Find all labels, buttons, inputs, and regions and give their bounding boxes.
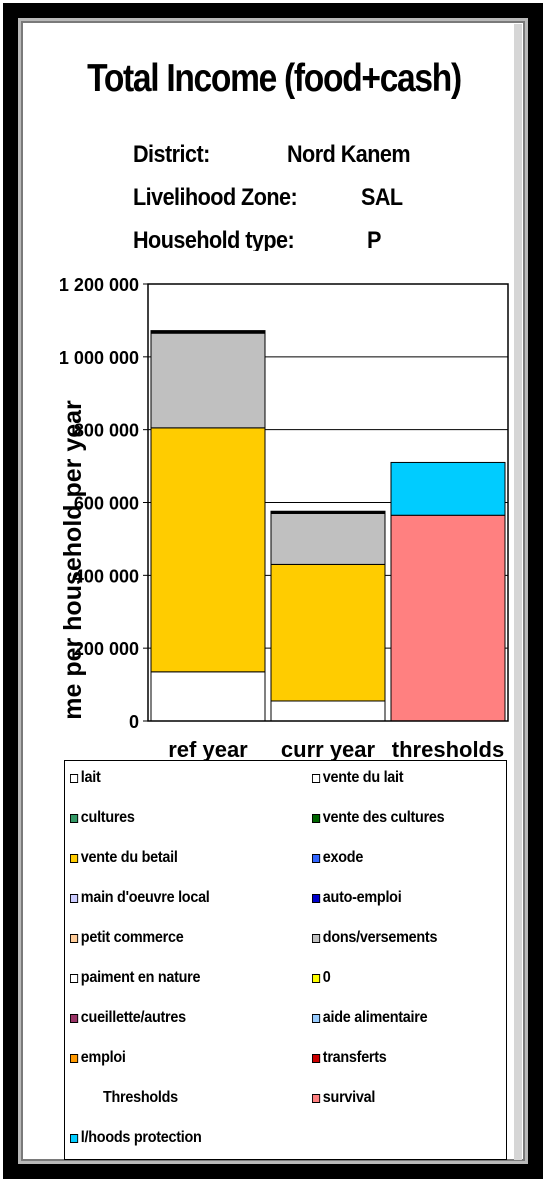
bar-segment (270, 700, 386, 722)
y-tick-label: 1 200 000 (59, 275, 139, 295)
legend-label: aide alimentaire (322, 1009, 428, 1026)
chart-legend: lait vente du lait cultures vente des cultu… (64, 760, 507, 1160)
legend-item: transferts (312, 1049, 387, 1067)
bar-segment (390, 461, 506, 516)
legend-label: 0 (322, 969, 331, 986)
plot-border (147, 283, 509, 722)
legend-swatch (312, 773, 321, 783)
chart-title: Total Income (food+cash) (87, 57, 462, 100)
legend-item: paiment en nature (70, 969, 201, 987)
legend-label: vente du lait (322, 769, 404, 786)
legend-label: main d'oeuvre local (80, 889, 210, 906)
y-tick-label: 0 (129, 712, 139, 732)
legend-item: vente du lait (312, 769, 404, 787)
y-axis-label: me per household per year (59, 400, 87, 720)
bar-segment (150, 671, 266, 722)
legend-swatch (312, 973, 321, 983)
legend-swatch (70, 1013, 79, 1023)
district-value: Nord Kanem (287, 141, 411, 168)
legend-swatch (70, 853, 79, 863)
zone-value: SAL (361, 184, 403, 211)
district-label: District: (133, 141, 210, 168)
legend-item: cueillette/autres (70, 1009, 186, 1027)
bar-segment (150, 427, 266, 673)
y-tick-label: 400 000 (74, 566, 139, 586)
y-tick-label: 600 000 (74, 494, 139, 514)
legend-label: auto-emploi (322, 889, 402, 906)
legend-item: vente du betail (70, 849, 178, 867)
x-tick-label: curr year (281, 737, 376, 762)
household-label: Household type: (133, 227, 295, 251)
legend-swatch (70, 1133, 79, 1143)
legend-item: survival (312, 1089, 375, 1107)
legend-item: cultures (70, 809, 135, 827)
legend-item: auto-emploi (312, 889, 402, 907)
legend-swatch (70, 893, 79, 903)
frame-bevel (18, 18, 528, 1164)
legend-swatch (70, 773, 79, 783)
legend-item: vente des cultures (312, 809, 445, 827)
y-tick-label: 1 000 000 (59, 348, 139, 368)
legend-swatch (312, 853, 321, 863)
legend-label: petit commerce (80, 929, 184, 946)
legend-label: transferts (322, 1049, 387, 1066)
legend-swatch (312, 1013, 321, 1023)
legend-label: vente des cultures (322, 809, 445, 826)
outer-frame (3, 3, 543, 1179)
legend-label: l/hoods protection (80, 1129, 202, 1146)
legend-swatch (312, 1053, 321, 1063)
legend-label: lait (80, 769, 101, 786)
legend-label: vente du betail (80, 849, 178, 866)
household-value: P (367, 227, 381, 254)
legend-swatch (70, 813, 79, 823)
legend-swatch (312, 813, 321, 823)
legend-label: survival (322, 1089, 376, 1106)
bar-segment (270, 563, 386, 702)
legend-swatch (312, 1093, 321, 1103)
legend-label: dons/versements (322, 929, 438, 946)
x-tick-label: thresholds (392, 737, 504, 762)
legend-item: main d'oeuvre local (70, 889, 210, 907)
legend-label: paiment en nature (80, 969, 201, 986)
legend-swatch (312, 933, 321, 943)
legend-label: exode (322, 849, 364, 866)
bar-segment (270, 510, 386, 514)
zone-label: Livelihood Zone: (133, 184, 298, 211)
legend-item: petit commerce (70, 929, 184, 947)
legend-label: emploi (80, 1049, 126, 1066)
legend-item: 0 (312, 969, 331, 987)
legend-item: dons/versements (312, 929, 437, 947)
legend-item: exode (312, 849, 363, 867)
y-tick-label: 800 000 (74, 421, 139, 441)
bar-segment (150, 332, 266, 429)
legend-item: Thresholds (103, 1089, 178, 1107)
legend-item: aide alimentaire (312, 1009, 428, 1027)
y-tick-label: 200 000 (74, 639, 139, 659)
frame-rail (514, 24, 522, 1160)
bar-segment (150, 330, 266, 334)
legend-swatch (312, 893, 321, 903)
x-tick-label: ref year (168, 737, 248, 762)
frame-bevel-inner (21, 21, 525, 1161)
legend-swatch (70, 1053, 79, 1063)
legend-item: lait (70, 769, 101, 787)
legend-swatch (70, 933, 79, 943)
legend-item: l/hoods protection (70, 1129, 202, 1147)
legend-label: cultures (80, 809, 135, 826)
legend-label: cueillette/autres (80, 1009, 186, 1026)
legend-swatch (70, 973, 79, 983)
bar-segment (390, 514, 506, 722)
legend-label: Thresholds (103, 1089, 178, 1106)
legend-item: emploi (70, 1049, 126, 1067)
bar-segment (270, 512, 386, 565)
